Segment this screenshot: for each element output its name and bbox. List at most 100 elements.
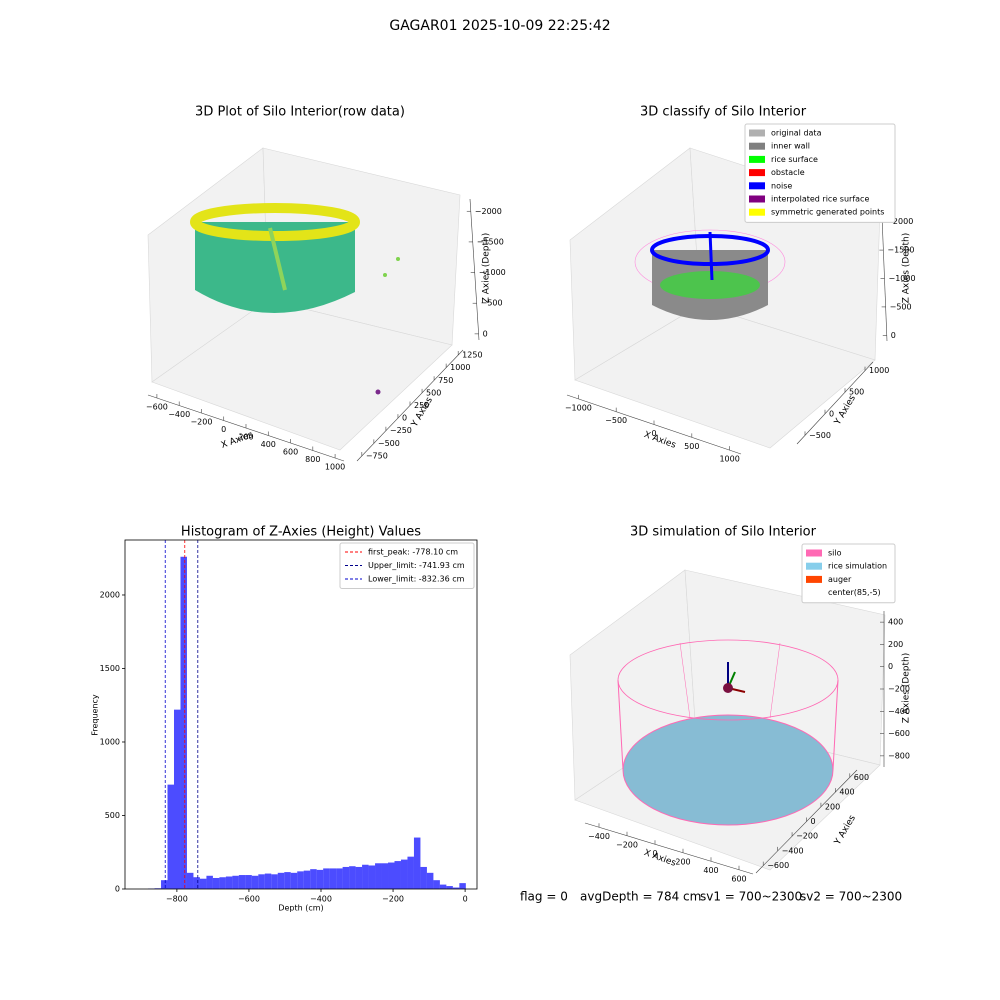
legend-swatch: [806, 549, 822, 557]
bar: [173, 709, 181, 889]
z-tick-label: −1500: [887, 246, 914, 255]
legend-label: Lower_limit: -832.36 cm: [368, 575, 465, 584]
y-axis-line: [796, 361, 874, 445]
legend-swatch: [749, 142, 765, 150]
z-tick-label: 0: [483, 329, 488, 338]
z-axis-line: [469, 198, 480, 341]
x-tick-label: 400: [261, 440, 276, 449]
bar: [355, 866, 363, 889]
bar: [245, 875, 252, 889]
x-tick-label: −600: [146, 403, 168, 412]
bar: [277, 872, 285, 889]
y-tick-label: 500: [426, 388, 441, 397]
y-tick-label: −400: [782, 846, 804, 855]
x-tick-label: −200: [616, 840, 638, 849]
z-axis-label: Z Axies (Depth): [482, 233, 492, 304]
z-axis-label: Z Axies (Depth): [902, 653, 912, 724]
y-tick-label: 1000: [869, 366, 889, 375]
bar: [316, 869, 324, 889]
legend-label: rice surface: [771, 155, 818, 164]
z-tick-label: −200: [888, 685, 910, 694]
legend-label: center(85,-5): [828, 588, 881, 597]
footer-text: sv2 = 700~2300: [800, 890, 902, 904]
x-tick-label: 0: [463, 895, 468, 904]
legend-label: noise: [771, 181, 792, 190]
x-tick-label: 600: [731, 874, 746, 883]
y-tick-label: 1000: [100, 737, 120, 746]
y-tick-label: 0: [829, 409, 834, 418]
y-tick-label: 400: [839, 788, 854, 797]
bar: [238, 875, 246, 889]
y-tick-label: 500: [105, 811, 120, 820]
bar: [290, 872, 298, 889]
bar: [336, 868, 343, 889]
x-tick-label: −500: [605, 416, 627, 425]
footer-text: avgDepth = 784 cm: [580, 890, 701, 904]
x-tick-label: −800: [166, 895, 188, 904]
bar: [439, 884, 447, 889]
legend-box: [744, 123, 896, 223]
bar: [413, 837, 421, 889]
x-tick-label: 0: [651, 429, 656, 438]
legend-swatch: [806, 589, 822, 597]
legend-label: original data: [771, 129, 822, 138]
legend-label: inner wall: [771, 142, 810, 151]
legend-swatch: [749, 155, 765, 163]
z-tick-label: 0: [891, 331, 896, 340]
z-tick-label: 200: [888, 640, 903, 649]
x-axis-label: Depth (cm): [278, 904, 323, 913]
bar: [199, 878, 207, 889]
bar: [180, 556, 187, 889]
y-tick-label: 0: [402, 414, 407, 423]
x-tick-label: 200: [675, 857, 690, 866]
bar: [388, 862, 395, 889]
x-tick-label: −200: [382, 895, 404, 904]
y-tick-label: 0: [115, 885, 120, 894]
bar: [271, 874, 278, 889]
y-tick-label: −750: [366, 451, 388, 460]
bar: [459, 883, 466, 889]
z-tick-label: 0: [888, 662, 893, 671]
axes-frame: [124, 539, 478, 890]
chart-title: Histogram of Z-Axies (Height) Values: [181, 525, 421, 540]
bar: [426, 872, 434, 889]
x-axis-label: X Axies: [642, 848, 677, 869]
bar: [232, 875, 239, 889]
z-tick-label: −2000: [475, 207, 502, 216]
legend-swatch: [806, 575, 822, 583]
chart-title: 3D Plot of Silo Interior(row data): [195, 105, 405, 120]
legend-label: symmetric generated points: [771, 208, 884, 217]
bar: [368, 865, 376, 889]
bar: [303, 870, 311, 889]
legend-box: [801, 543, 896, 604]
y-axis-label: Y Axies: [832, 393, 858, 427]
z-tick-label: −1000: [889, 274, 916, 283]
footer-text: sv1 = 700~2300: [700, 890, 802, 904]
legend-swatch: [749, 169, 765, 177]
bar: [186, 872, 194, 889]
bar: [342, 866, 350, 889]
bar: [400, 859, 408, 889]
figure-title: GAGAR01 2025-10-09 22:25:42: [389, 18, 610, 34]
bar: [251, 875, 259, 889]
bar: [349, 866, 356, 889]
z-axis-label: Z Axies (Depth): [902, 233, 912, 304]
x-tick-label: 1000: [325, 463, 345, 472]
plot2-points: [634, 229, 786, 320]
legend-label: interpolated rice surface: [771, 195, 869, 204]
x-tick-label: −400: [168, 410, 190, 419]
x-axis-line: [584, 822, 754, 875]
legend-swatch: [749, 195, 765, 203]
y-tick-label: 0: [811, 817, 816, 826]
legend-swatch: [749, 208, 765, 216]
bar: [375, 863, 382, 889]
y-tick-label: −500: [809, 431, 831, 440]
bar: [362, 864, 369, 889]
x-tick-label: 600: [283, 448, 298, 457]
x-tick-label: 1000: [719, 455, 739, 464]
bar: [310, 869, 317, 889]
legend-label: first_peak: -778.10 cm: [368, 548, 458, 557]
bar: [297, 871, 304, 889]
x-tick-label: −400: [310, 895, 332, 904]
legend-swatch: [749, 129, 765, 137]
